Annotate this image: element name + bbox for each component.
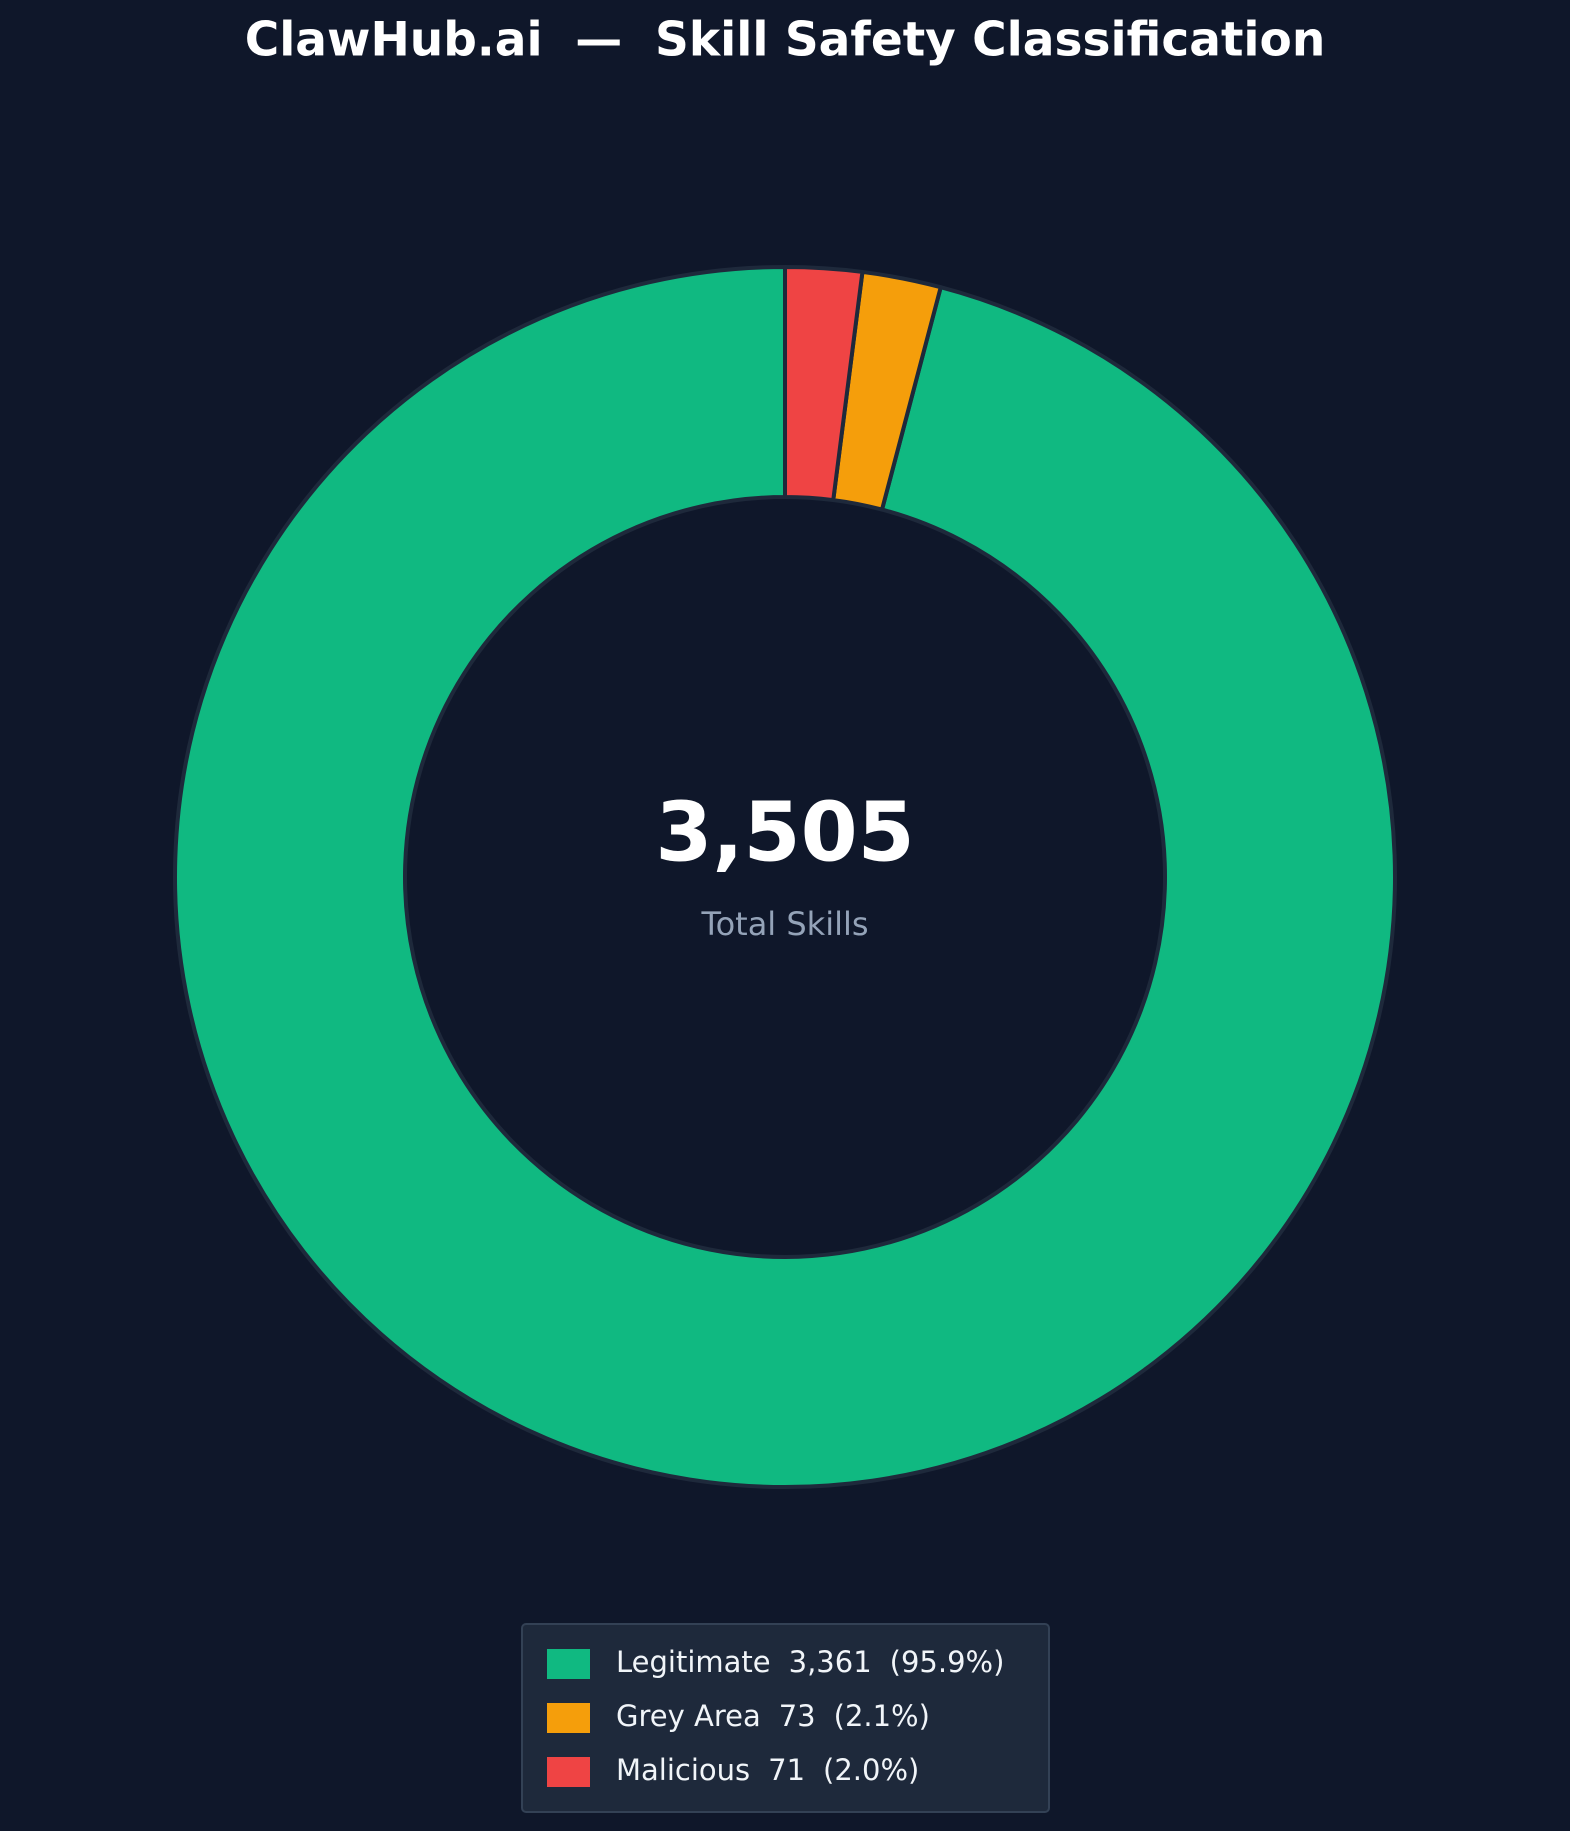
legend-name: Grey Area (616, 1699, 761, 1733)
legend-value: 71 (768, 1753, 805, 1787)
legend-label: Grey Area 73 (2.1%) (616, 1699, 930, 1733)
legend-label: Malicious 71 (2.0%) (616, 1753, 919, 1787)
chart-title: ClawHub.ai — Skill Safety Classification (245, 13, 1326, 68)
center-caption: Total Skills (700, 905, 868, 943)
wedge (783, 265, 865, 503)
legend-swatch (547, 1703, 590, 1733)
legend-value: 73 (779, 1699, 816, 1733)
legend-swatch (547, 1649, 590, 1679)
donut (173, 265, 1398, 1489)
legend-swatch (547, 1757, 590, 1787)
legend-percentage: (2.1%) (834, 1699, 930, 1733)
center-total: 3,505 (655, 785, 914, 880)
legend-percentage: (2.0%) (823, 1753, 919, 1787)
legend-label: Legitimate 3,361 (95.9%) (616, 1645, 1004, 1679)
legend-name: Malicious (616, 1753, 750, 1787)
legend-value: 3,361 (789, 1645, 872, 1679)
legend-name: Legitimate (616, 1645, 771, 1679)
legend-box (521, 1623, 1050, 1813)
legend: Legitimate 3,361 (95.9%) Grey Area 73 (2.1%) M… (547, 1645, 1004, 1787)
legend-percentage: (95.9%) (890, 1645, 1005, 1679)
wedge (173, 265, 1398, 1489)
